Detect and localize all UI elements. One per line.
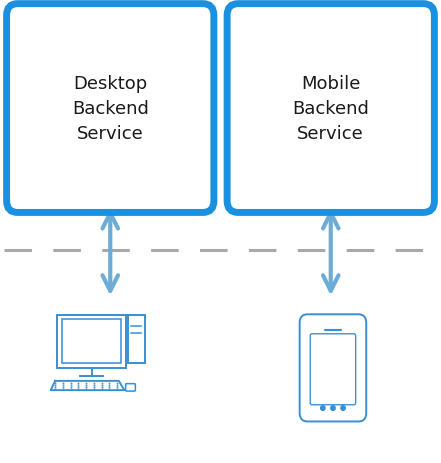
FancyBboxPatch shape bbox=[227, 5, 434, 213]
FancyBboxPatch shape bbox=[310, 334, 355, 405]
Circle shape bbox=[321, 406, 325, 411]
FancyBboxPatch shape bbox=[300, 315, 366, 421]
Text: Desktop
Backend
Service: Desktop Backend Service bbox=[72, 75, 149, 143]
FancyBboxPatch shape bbox=[7, 5, 214, 213]
Polygon shape bbox=[51, 381, 124, 390]
Circle shape bbox=[331, 406, 335, 411]
FancyBboxPatch shape bbox=[128, 316, 145, 363]
Circle shape bbox=[341, 406, 345, 411]
Bar bbox=[62, 319, 121, 363]
FancyBboxPatch shape bbox=[126, 384, 135, 391]
FancyBboxPatch shape bbox=[57, 315, 126, 368]
Text: Mobile
Backend
Service: Mobile Backend Service bbox=[292, 75, 369, 143]
